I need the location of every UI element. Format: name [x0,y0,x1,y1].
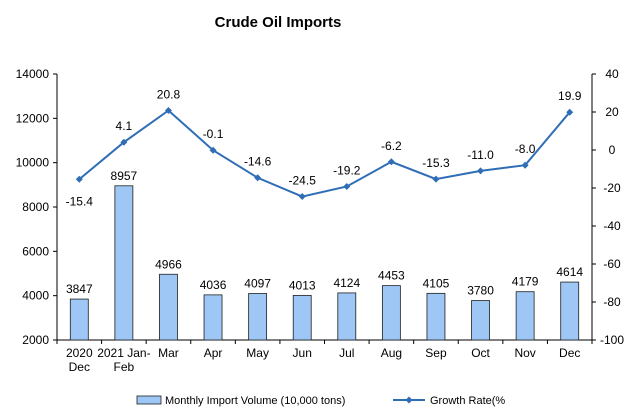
growth-rate-line [78,109,571,198]
y-right-tick-label: -40 [603,219,621,233]
bar [560,281,580,341]
bar-data-label: 4036 [200,278,227,292]
bar-data-label: 4453 [378,269,405,283]
line-point [254,174,262,182]
bar-data-label: 4614 [556,265,583,279]
bar [515,291,535,341]
x-tick-label: 2020 [66,346,93,360]
bar [159,273,178,341]
y-right-tick-label: -20 [603,181,621,195]
line-data-label: 19.9 [558,89,582,103]
bar [292,294,312,341]
bar [426,292,446,341]
legend: Monthly Import Volume (10,000 tons) Growt… [136,395,505,407]
y-left-tick-label: 6000 [22,244,49,258]
x-tick-label: Apr [204,346,223,360]
line-data-label: -14.6 [244,155,272,169]
y-left-tick-label: 12000 [16,111,50,125]
x-tick-label: Oct [471,346,490,360]
chart-title: Crude Oil Imports [215,14,342,31]
bar-data-label: 4097 [244,277,271,291]
x-tick-label: Nov [514,346,535,360]
bar-data-label: 3780 [467,284,494,298]
line-point [521,161,529,169]
line-point [209,146,217,154]
y-right-tick-label: -60 [603,257,621,271]
bar [203,294,223,341]
bar-data-labels: 3847 8957 4966 4036 4097 4013 4124 4453 4105 3780… [66,169,583,298]
x-tick-label: Aug [381,346,402,360]
line-point [120,138,128,146]
legend-line-marker [405,396,413,404]
line-data-label: -24.5 [289,174,317,188]
y-left-tick-label: 14000 [16,67,50,81]
bar-data-label: 4013 [289,278,316,292]
line-data-label: -11.0 [467,148,494,162]
legend-line-label: Growth Rate(% [430,395,505,407]
legend-bar-label: Monthly Import Volume (10,000 tons) [165,395,345,407]
y-left-tick-label: 2000 [22,333,49,347]
bar [114,185,134,341]
y-left-tick-label: 10000 [16,156,50,170]
bar [69,298,89,341]
line-data-label: -15.3 [422,156,450,170]
y-right-tick-label: 20 [605,105,619,119]
line-data-label: 20.8 [157,87,181,101]
x-tick-label: Dec [559,346,580,360]
x-tick-label: Sep [425,346,447,360]
bar-data-label: 4105 [423,276,450,290]
legend-bar-swatch [136,395,162,405]
bar [248,293,268,341]
y-left-tick-label: 4000 [22,289,49,303]
bar-series [69,185,580,341]
bar-data-label: 3847 [66,282,93,296]
line-point [387,158,395,166]
y-right-tick-label: -100 [600,333,624,347]
line-point [298,193,306,201]
line-point [432,175,440,183]
x-tick-label: Mar [158,346,179,360]
x-tick-label: Dec [69,360,90,374]
x-tick-label: Jul [339,346,354,360]
x-tick-label: Jun [293,346,312,360]
axes: 2000 4000 6000 8000 10000 12000 14000 -100 -80 -6… [16,67,625,347]
line-data-label: -6.2 [381,139,402,153]
bar [337,292,357,341]
bar-data-label: 4124 [333,276,360,290]
x-tick-label: May [246,346,269,360]
line-data-label: -19.2 [333,163,361,177]
line-data-labels: -15.4 4.1 20.8 -0.1 -14.6 -24.5 -19.2 -6.2 -15.3… [66,87,582,208]
line-point [566,108,574,116]
bar-data-label: 4179 [512,275,539,289]
bar [381,285,401,341]
x-tick-label: 2021 Jan- [97,346,150,360]
line-data-label: -8.0 [515,142,536,156]
line-data-label: 4.1 [116,119,133,133]
line-data-label: -0.1 [203,127,224,141]
line-point [164,106,172,114]
line-point [75,175,83,183]
line-point [343,182,351,190]
bar [471,300,490,341]
y-right-tick-label: 40 [605,67,619,81]
bar-data-label: 8957 [111,169,138,183]
bar-data-label: 4966 [155,257,182,271]
line-point [477,167,485,175]
y-right-tick-label: 0 [609,143,616,157]
line-series [75,106,574,201]
x-tick-label: Feb [114,360,135,374]
y-right-tick-label: -80 [603,295,621,309]
y-left-tick-label: 8000 [22,200,49,214]
line-data-label: -15.4 [66,194,94,208]
